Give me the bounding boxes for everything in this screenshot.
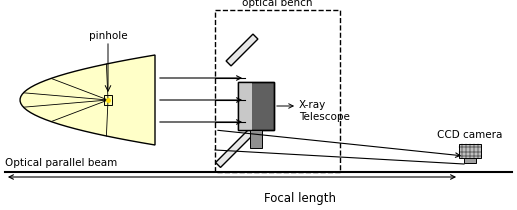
Text: CCD camera: CCD camera bbox=[437, 130, 503, 140]
Polygon shape bbox=[226, 34, 258, 66]
Bar bbox=[464, 158, 476, 163]
Bar bbox=[215, 10, 340, 172]
Text: Optical parallel beam: Optical parallel beam bbox=[5, 158, 117, 168]
Bar bbox=[250, 130, 262, 148]
Text: Focal length: Focal length bbox=[264, 192, 336, 205]
Text: X-ray
Telescope: X-ray Telescope bbox=[299, 100, 350, 122]
Bar bbox=[459, 144, 481, 158]
Bar bbox=[104, 95, 112, 105]
Bar bbox=[238, 82, 274, 130]
Text: optical bench: optical bench bbox=[242, 0, 313, 8]
Polygon shape bbox=[216, 129, 254, 167]
Bar bbox=[238, 82, 274, 130]
Text: pinhole: pinhole bbox=[89, 31, 127, 41]
Polygon shape bbox=[20, 55, 155, 145]
Bar bbox=[238, 82, 252, 130]
